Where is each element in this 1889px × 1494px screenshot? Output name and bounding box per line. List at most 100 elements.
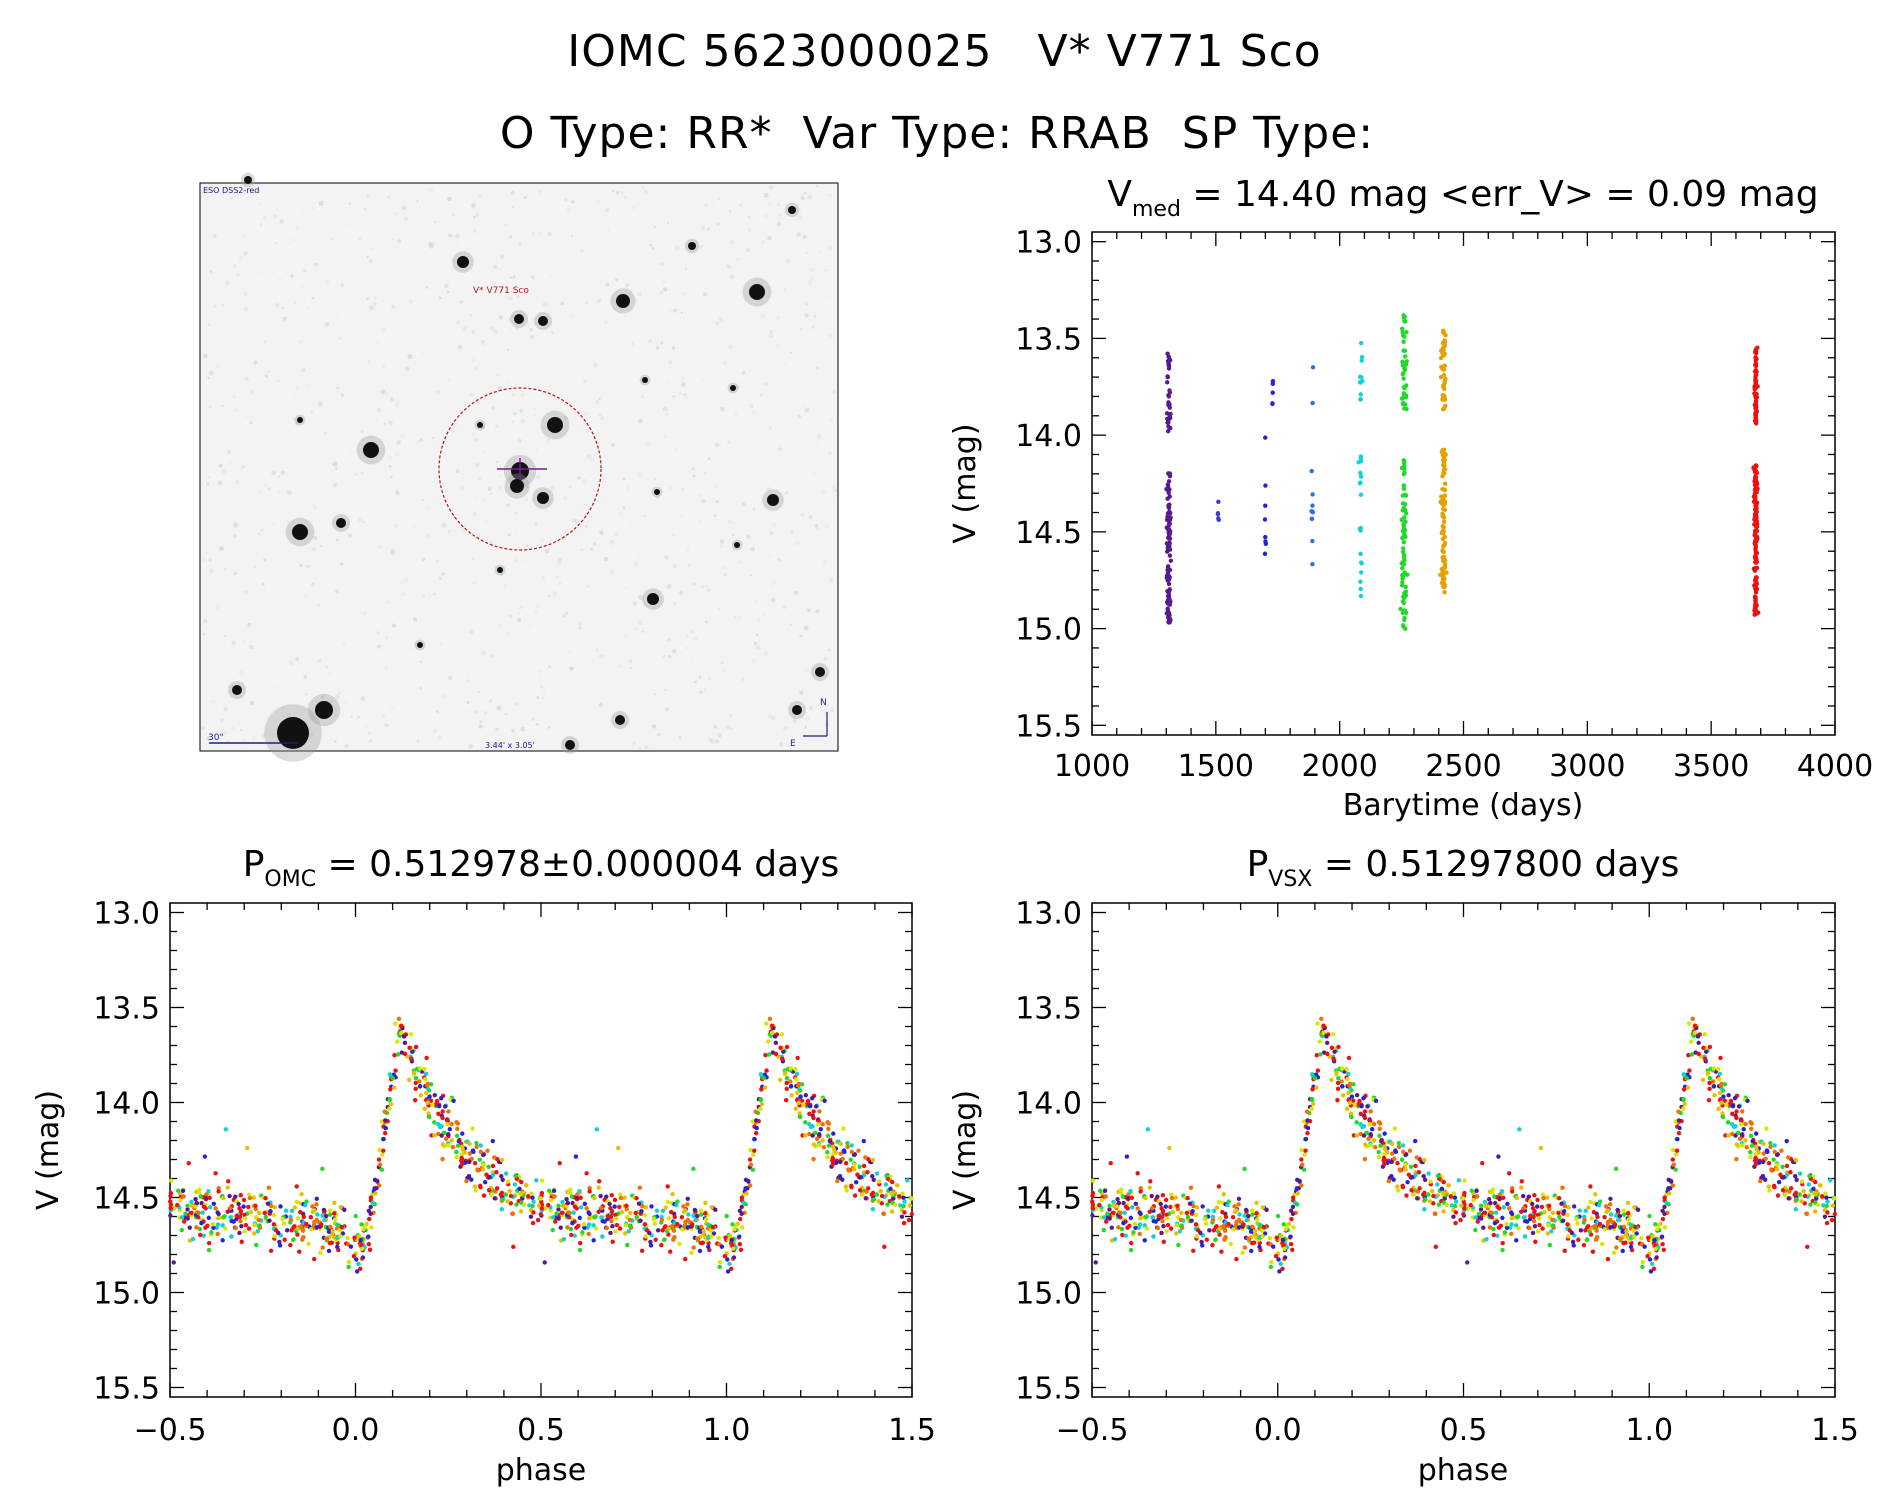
phase-omc-point xyxy=(446,1109,451,1114)
sky-noise-speck xyxy=(640,185,646,190)
sky-noise-speck xyxy=(299,563,303,567)
phase-vsx-point xyxy=(1689,1052,1695,1057)
phase-vsx-point xyxy=(1344,1106,1350,1112)
phase-vsx-point xyxy=(1530,1201,1535,1207)
phase-vsx-point xyxy=(1753,1161,1759,1167)
sky-noise-speck xyxy=(484,520,488,523)
phase-vsx-point xyxy=(1476,1211,1482,1216)
phase-omc-point xyxy=(578,1205,584,1210)
phase-vsx-point xyxy=(1538,1145,1544,1151)
phase-vsx-point xyxy=(1129,1240,1134,1246)
sky-noise-speck xyxy=(280,470,285,475)
sky-noise-speck xyxy=(629,667,633,670)
sky-noise-speck xyxy=(298,339,303,344)
phase-vsx-point xyxy=(1456,1178,1462,1183)
sky-noise-speck xyxy=(335,316,339,320)
lightcurve-point xyxy=(1404,383,1409,388)
sky-noise-speck xyxy=(478,362,482,366)
sky-noise-speck xyxy=(481,497,487,503)
phase-omc-point xyxy=(578,1195,583,1200)
sky-noise-speck xyxy=(599,653,605,659)
sky-noise-speck xyxy=(713,725,717,729)
sky-noise-speck xyxy=(833,494,837,498)
phase-omc-point xyxy=(648,1239,653,1245)
phase-omc-point xyxy=(248,1209,254,1215)
phase-vsx-point xyxy=(1401,1149,1406,1155)
phase-omc-point xyxy=(228,1215,233,1220)
phase-vsx-point xyxy=(1137,1210,1142,1215)
sky-noise-speck xyxy=(342,642,346,645)
phase-vsx-point xyxy=(1569,1230,1575,1236)
phase-vsx-point xyxy=(1681,1072,1686,1077)
sky-noise-speck xyxy=(778,742,784,747)
phase-omc-point xyxy=(539,1206,545,1211)
phase-vsx-point xyxy=(1753,1156,1758,1162)
sky-noise-speck xyxy=(494,424,499,429)
phase-vsx-point xyxy=(1362,1156,1368,1162)
phase-omc-point xyxy=(376,1157,382,1162)
phase-vsx-point xyxy=(1276,1257,1281,1262)
sky-noise-speck xyxy=(607,229,610,232)
phase-omc-point xyxy=(793,1106,798,1112)
phase-omc-point xyxy=(196,1190,202,1195)
phase-omc-point xyxy=(747,1183,753,1188)
phase-vsx-point xyxy=(1519,1185,1524,1190)
phase-vsx-point xyxy=(1730,1111,1735,1117)
phase-omc-point xyxy=(901,1203,906,1209)
phase-omc-point xyxy=(666,1226,671,1231)
sky-noise-speck xyxy=(632,741,636,745)
sky-noise-speck xyxy=(665,707,670,712)
phase-vsx-point xyxy=(1690,1016,1695,1022)
phase-omc-point xyxy=(876,1179,882,1184)
phase-vsx-point xyxy=(1737,1136,1743,1141)
phase-vsx-point xyxy=(1191,1248,1196,1253)
phase-omc-point xyxy=(267,1218,272,1223)
sky-noise-speck xyxy=(263,340,267,344)
phase-omc-point xyxy=(849,1183,854,1189)
phase-omc-point xyxy=(556,1203,561,1209)
sky-noise-speck xyxy=(534,610,538,613)
phase-vsx-point xyxy=(1806,1182,1812,1187)
sky-noise-speck xyxy=(215,604,220,610)
sky-noise-speck xyxy=(495,727,499,731)
phase-vsx-point xyxy=(1133,1225,1138,1230)
phase-vsx-point xyxy=(1545,1195,1550,1200)
phase-vsx-point xyxy=(1153,1219,1158,1224)
sky-noise-speck xyxy=(262,733,266,738)
sky-noise-speck xyxy=(542,696,545,700)
phase-omc-point xyxy=(413,1080,418,1086)
phase-omc-point xyxy=(284,1228,290,1233)
phase-omc-point xyxy=(754,1125,759,1131)
phase-omc-point xyxy=(505,1179,511,1184)
phase-vsx-point xyxy=(1090,1206,1096,1211)
phase-vsx-point xyxy=(1763,1156,1768,1162)
lightcurve-point xyxy=(1400,535,1406,540)
phase-omc-point xyxy=(451,1098,456,1104)
sky-noise-speck xyxy=(249,644,254,650)
phase-vsx-point xyxy=(1647,1257,1653,1262)
sky-noise-speck xyxy=(475,526,478,529)
phase-omc-point xyxy=(531,1210,536,1215)
sky-noise-speck xyxy=(451,266,455,270)
phase-vsx-point xyxy=(1473,1227,1478,1233)
phase-vsx-point xyxy=(1502,1230,1508,1235)
phase-omc-point xyxy=(612,1197,618,1203)
sky-noise-speck xyxy=(306,383,312,389)
sky-noise-speck xyxy=(697,520,701,524)
sky-noise-speck xyxy=(664,688,668,692)
sky-noise-speck xyxy=(704,620,708,624)
sky-noise-speck xyxy=(683,292,686,295)
phase-omc-point xyxy=(442,1104,448,1109)
phase-omc-point xyxy=(573,1154,579,1159)
sky-noise-speck xyxy=(317,658,322,664)
sky-noise-speck xyxy=(671,346,676,350)
sky-noise-speck xyxy=(667,638,671,642)
sky-noise-speck xyxy=(717,732,723,738)
phase-omc-point xyxy=(276,1230,281,1236)
phase-omc-point xyxy=(642,1222,648,1227)
phase-vsx-point xyxy=(1299,1157,1304,1162)
phase-vsx-point xyxy=(1603,1204,1609,1209)
phase-vsx-point xyxy=(1332,1049,1337,1054)
phase-vsx-point xyxy=(1128,1247,1134,1253)
phase-omc-point xyxy=(298,1209,303,1215)
